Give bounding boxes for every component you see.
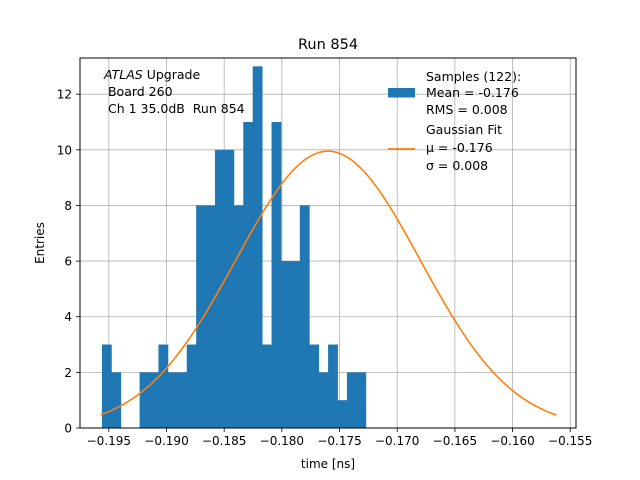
x-tick-label: −0.190 <box>144 434 188 448</box>
y-axis-ticks: 0 2 4 6 8 10 12 <box>57 88 80 436</box>
histogram-bar <box>243 121 254 429</box>
y-tick-label: 6 <box>64 255 72 269</box>
histogram-bar <box>299 205 310 428</box>
histogram-bar <box>271 121 282 429</box>
histogram-bar <box>328 344 338 428</box>
annotation-text: ATLAS Upgrade Board 260 Ch 1 35.0dB Run … <box>103 67 245 116</box>
histogram-bar <box>337 400 348 428</box>
histogram-bar <box>149 372 159 428</box>
x-tick-label: −0.155 <box>548 434 592 448</box>
x-tick-label: −0.180 <box>260 434 304 448</box>
histogram-bar <box>290 261 301 428</box>
annotation-line-3: Ch 1 35.0dB Run 854 <box>104 101 245 116</box>
legend-fit-mu: μ = -0.176 <box>426 140 493 155</box>
legend-fit-sigma: σ = 0.008 <box>426 158 488 173</box>
legend: Samples (122): Mean = -0.176 RMS = 0.008… <box>388 69 521 173</box>
y-tick-label: 0 <box>64 422 72 436</box>
x-axis-label: time [ns] <box>301 457 355 471</box>
histogram-bar <box>111 372 122 428</box>
histogram-bar <box>224 149 235 428</box>
chart-title: Run 854 <box>298 37 358 53</box>
y-tick-label: 2 <box>64 366 72 380</box>
annotation-line-2: Board 260 <box>104 84 173 99</box>
histogram-bar <box>233 205 244 428</box>
histogram-bar <box>139 372 150 428</box>
y-tick-label: 8 <box>64 199 72 213</box>
histogram-bar <box>262 344 272 428</box>
y-tick-label: 10 <box>57 143 72 157</box>
annotation-upgrade: Upgrade <box>143 67 201 82</box>
legend-samples-rms: RMS = 0.008 <box>426 102 508 117</box>
x-tick-label: −0.185 <box>202 434 246 448</box>
histogram-bars <box>101 66 367 429</box>
histogram-bar <box>101 344 112 428</box>
legend-fit-title: Gaussian Fit <box>426 122 502 137</box>
histogram-bar <box>318 372 329 428</box>
y-tick-label: 12 <box>57 88 72 102</box>
histogram-bar <box>309 344 320 428</box>
annotation-line-1: ATLAS Upgrade <box>103 67 200 82</box>
histogram-bar <box>167 372 178 428</box>
x-tick-label: −0.170 <box>375 434 419 448</box>
x-tick-label: −0.165 <box>433 434 477 448</box>
legend-samples-swatch <box>388 88 415 98</box>
legend-samples-title: Samples (122): <box>426 69 521 84</box>
gaussian-fit-line <box>100 150 557 416</box>
histogram-bar <box>346 372 357 428</box>
y-tick-label: 4 <box>64 310 72 324</box>
legend-samples-mean: Mean = -0.176 <box>426 85 519 100</box>
annotation-atlas: ATLAS <box>103 67 143 82</box>
histogram-bar <box>186 344 197 428</box>
x-axis-ticks: −0.195 −0.190 −0.185 −0.180 −0.175 −0.170 −0.1… <box>87 428 592 448</box>
histogram-bar <box>177 372 188 428</box>
gaussian-fit <box>100 150 557 416</box>
axes-frame <box>79 57 577 429</box>
x-tick-label: −0.175 <box>317 434 361 448</box>
histogram-bar <box>158 344 169 428</box>
histogram-bar <box>196 205 206 428</box>
histogram-bar <box>280 261 291 428</box>
y-axis-label: Entries <box>33 222 47 264</box>
histogram-bar <box>205 205 216 428</box>
histogram-bar <box>252 66 263 429</box>
x-tick-label: −0.160 <box>490 434 534 448</box>
x-tick-label: −0.195 <box>87 434 131 448</box>
histogram-bar <box>356 372 367 428</box>
